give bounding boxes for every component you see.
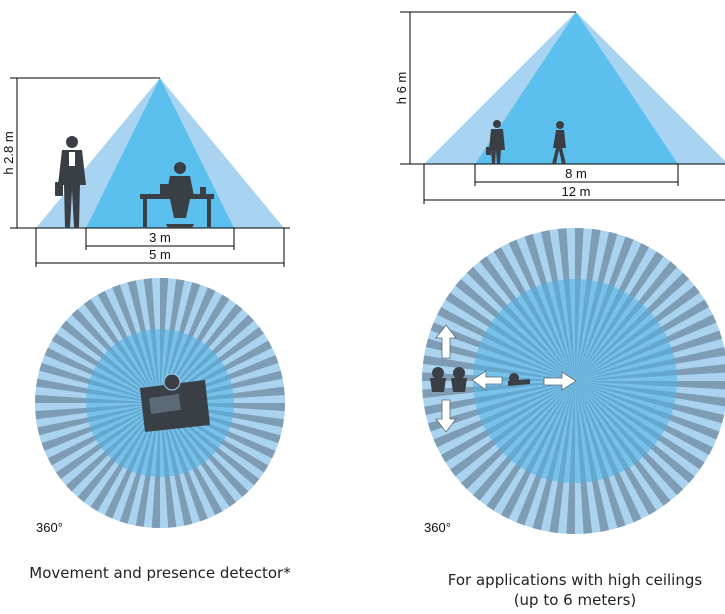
right-standing-man bbox=[486, 120, 505, 164]
left-height-label: h 2.8 m bbox=[1, 131, 16, 174]
left-side-view: h 2.8 m 3 m 5 m bbox=[1, 77, 290, 267]
left-inner-width-label: 3 m bbox=[149, 230, 171, 245]
right-persons-topview bbox=[430, 367, 530, 392]
right-top-view: 360° bbox=[422, 228, 725, 535]
right-caption-line1: For applications with high ceilings bbox=[447, 571, 703, 589]
right-outer-width-label: 12 m bbox=[562, 184, 591, 199]
right-height-label: h 6 m bbox=[394, 72, 409, 105]
left-inner-cone bbox=[86, 78, 234, 228]
right-movement-arrows bbox=[435, 324, 577, 433]
left-outer-width-label: 5 m bbox=[149, 247, 171, 262]
right-inner-width-label: 8 m bbox=[565, 166, 587, 181]
right-angle-label: 360° bbox=[424, 520, 451, 535]
right-caption-line2: (up to 6 meters) bbox=[513, 591, 637, 609]
left-standing-person bbox=[55, 136, 86, 228]
left-seated-person bbox=[140, 162, 214, 228]
left-top-view: 360° bbox=[35, 278, 285, 535]
left-desk-topview bbox=[140, 373, 210, 432]
right-side-view: h 6 m 8 m 12 m bbox=[394, 11, 725, 204]
left-angle-label: 360° bbox=[36, 520, 63, 535]
arrow-left-icon bbox=[471, 370, 503, 391]
right-inner-cone bbox=[475, 12, 678, 164]
right-walking-woman bbox=[552, 121, 566, 164]
arrow-down-icon bbox=[435, 399, 457, 433]
arrow-up-icon bbox=[435, 324, 457, 359]
arrow-right-icon bbox=[543, 371, 577, 391]
left-caption: Movement and presence detector* bbox=[29, 564, 291, 582]
